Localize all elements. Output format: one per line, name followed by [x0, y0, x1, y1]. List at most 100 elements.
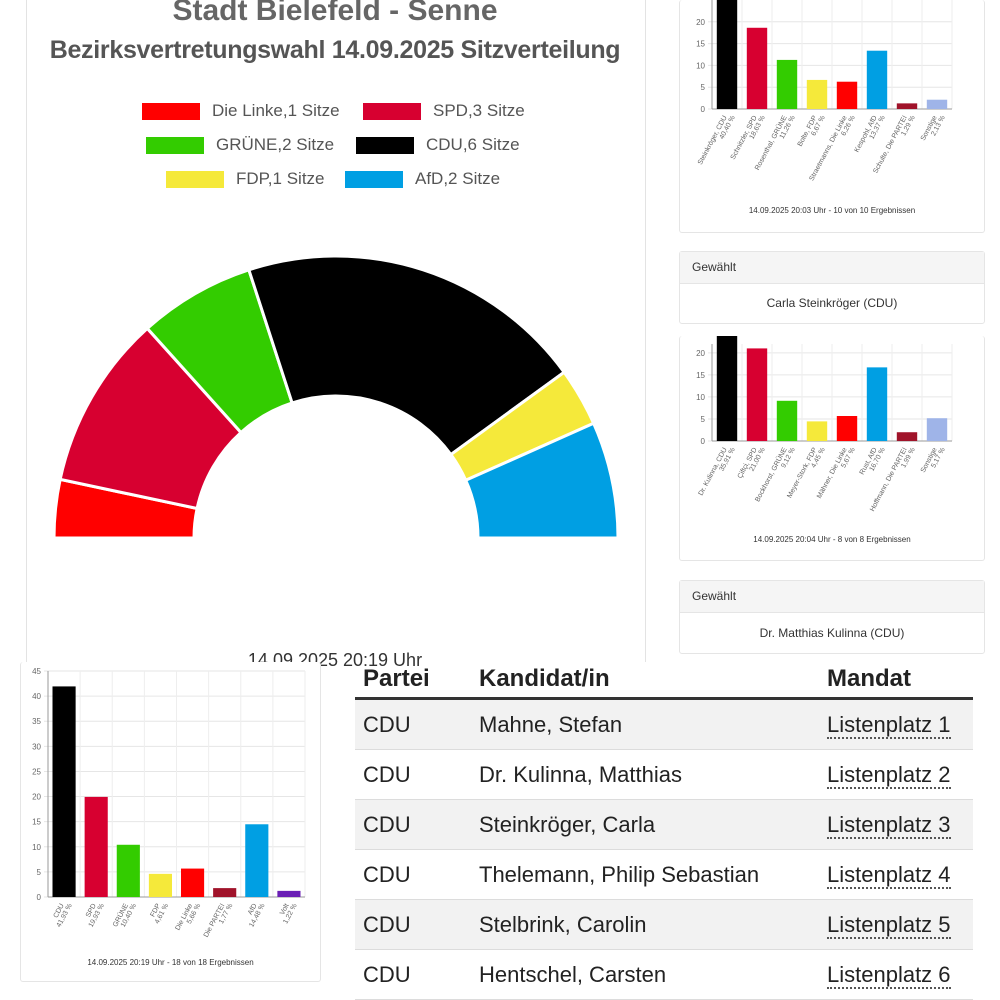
- cell-partei: CDU: [355, 698, 471, 750]
- y-tick-label: 10: [696, 393, 705, 402]
- bar[interactable]: [180, 868, 205, 897]
- legend-label: Die Linke,1 Sitze: [212, 101, 340, 120]
- legend-label: AfD,2 Sitze: [415, 169, 501, 188]
- bar[interactable]: [746, 27, 768, 109]
- legend-swatch: [142, 102, 200, 120]
- bar[interactable]: [866, 367, 888, 441]
- y-tick-label: 5: [701, 83, 706, 92]
- bar[interactable]: [84, 796, 108, 897]
- table-row: CDU Thelemann, Philip Sebastian Listenpl…: [355, 849, 973, 900]
- mandat-link[interactable]: Listenplatz 3: [827, 811, 951, 839]
- elected-card-1: Gewählt Carla Steinkröger (CDU): [679, 251, 985, 324]
- chart-caption: 14.09.2025 20:04 Uhr - 8 von 8 Ergebniss…: [753, 535, 911, 544]
- bar[interactable]: [148, 873, 173, 897]
- bar[interactable]: [116, 844, 140, 897]
- cell-kandidat: Hentschel, Carsten: [471, 949, 819, 1000]
- y-tick-label: 45: [32, 667, 41, 676]
- bar[interactable]: [245, 824, 269, 897]
- mandat-link[interactable]: Listenplatz 4: [827, 861, 951, 889]
- y-tick-label: 0: [37, 893, 42, 902]
- bar[interactable]: [52, 686, 76, 897]
- y-tick-label: 40: [32, 692, 41, 701]
- legend-swatch: [356, 136, 414, 154]
- bar[interactable]: [746, 348, 768, 441]
- bar[interactable]: [716, 0, 738, 109]
- elected-header: Gewählt: [680, 252, 984, 284]
- bar[interactable]: [776, 59, 798, 109]
- legend-item-fdp[interactable]: FDP,1 Sitze: [166, 169, 325, 189]
- bar[interactable]: [806, 79, 828, 109]
- bar[interactable]: [277, 890, 301, 897]
- cell-partei: CDU: [355, 899, 471, 950]
- cell-kandidat: Mahne, Stefan: [471, 698, 819, 750]
- legend-swatch: [345, 170, 403, 188]
- cell-mandat[interactable]: Listenplatz 3: [819, 799, 973, 850]
- bar[interactable]: [836, 416, 858, 441]
- cell-partei: CDU: [355, 749, 471, 800]
- legend-label: SPD,3 Sitze: [433, 101, 525, 120]
- cell-partei: CDU: [355, 799, 471, 850]
- result-card-candidate-2: 0 5 10 15 20 Dr. Kulinna, CDU 35,91 % Çiftçi, S…: [679, 336, 985, 561]
- mandat-link[interactable]: Listenplatz 1: [827, 711, 951, 739]
- y-tick-label: 15: [696, 40, 705, 49]
- bar[interactable]: [836, 81, 858, 109]
- column-header-partei: Partei: [355, 662, 471, 700]
- y-tick-label: 20: [696, 349, 705, 358]
- legend-item-cdu[interactable]: CDU,6 Sitze: [356, 135, 520, 155]
- bar[interactable]: [776, 400, 798, 441]
- cell-mandat[interactable]: Listenplatz 1: [819, 698, 973, 750]
- legend-item-linke[interactable]: Die Linke,1 Sitze: [142, 101, 340, 121]
- y-tick-label: 5: [701, 415, 706, 424]
- party-result-card: 0 5 10 15 20 25 30 35 40 45 CDU 41,93 % SPD 19,93 % GR…: [20, 662, 321, 982]
- mandat-link[interactable]: Listenplatz 6: [827, 961, 951, 989]
- cell-mandat[interactable]: Listenplatz 4: [819, 849, 973, 900]
- y-tick-label: 20: [696, 18, 705, 27]
- cell-mandat[interactable]: Listenplatz 5: [819, 899, 973, 950]
- bar[interactable]: [926, 418, 948, 441]
- mandat-link[interactable]: Listenplatz 2: [827, 761, 951, 789]
- y-tick-label: 30: [32, 742, 41, 751]
- cell-kandidat: Thelemann, Philip Sebastian: [471, 849, 819, 900]
- legend-item-afd[interactable]: AfD,2 Sitze: [345, 169, 500, 189]
- bar[interactable]: [806, 421, 828, 441]
- legend-swatch: [146, 136, 204, 154]
- bar[interactable]: [213, 888, 237, 897]
- y-tick-label: 20: [32, 793, 41, 802]
- bar[interactable]: [896, 432, 918, 441]
- seat-segment-afd[interactable]: [463, 421, 620, 540]
- x-category-label: Volt: [279, 903, 291, 917]
- column-header-mandat: Mandat: [819, 662, 973, 700]
- cell-kandidat: Stelbrink, Carolin: [471, 899, 819, 950]
- table-row: CDU Steinkröger, Carla Listenplatz 3: [355, 799, 973, 850]
- seat-segment-cdu[interactable]: [246, 254, 567, 457]
- cell-mandat[interactable]: Listenplatz 6: [819, 949, 973, 1000]
- elected-header: Gewählt: [680, 581, 984, 613]
- elected-name: Carla Steinkröger (CDU): [766, 296, 898, 310]
- cell-mandat[interactable]: Listenplatz 2: [819, 749, 973, 800]
- elected-card-2: Gewählt Dr. Matthias Kulinna (CDU): [679, 580, 985, 654]
- legend-item-spd[interactable]: SPD,3 Sitze: [363, 101, 525, 121]
- bar[interactable]: [866, 50, 888, 109]
- y-tick-label: 10: [696, 61, 705, 70]
- cell-partei: CDU: [355, 949, 471, 1000]
- x-category-label: AfD: [247, 903, 259, 917]
- result-card-candidate-1: 0 5 10 15 20 Steinkröger, CDU 40,40 % Schnitzle…: [679, 0, 985, 233]
- table-header-row: Partei Kandidat/in Mandat: [355, 662, 973, 700]
- legend-item-gruene[interactable]: GRÜNE,2 Sitze: [146, 135, 334, 155]
- panel-frame: [26, 0, 646, 662]
- mandate-table-panel: Partei Kandidat/in Mandat CDU Mahne, Ste…: [355, 662, 975, 1000]
- bar[interactable]: [716, 336, 738, 441]
- chart-subtitle: Bezirksvertretungswahl 14.09.2025 Sitzve…: [49, 36, 621, 64]
- legend-label: GRÜNE,2 Sitze: [216, 135, 335, 154]
- table-row: CDU Hentschel, Carsten Listenplatz 6: [355, 949, 973, 1000]
- legend-label: FDP,1 Sitze: [236, 169, 325, 188]
- table-row: CDU Stelbrink, Carolin Listenplatz 5: [355, 899, 973, 950]
- chart-caption: 14.09.2025 20:03 Uhr - 10 von 10 Ergebni…: [748, 206, 916, 215]
- cell-partei: CDU: [355, 849, 471, 900]
- bar[interactable]: [926, 99, 948, 109]
- legend-label: CDU,6 Sitze: [426, 135, 520, 154]
- y-tick-label: 0: [701, 437, 706, 446]
- bar[interactable]: [896, 103, 918, 109]
- mandat-link[interactable]: Listenplatz 5: [827, 911, 951, 939]
- y-tick-label: 35: [32, 717, 41, 726]
